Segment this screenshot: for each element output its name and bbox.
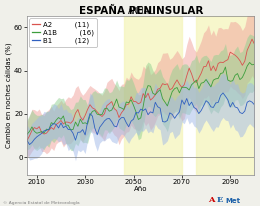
Text: ANUAL: ANUAL	[128, 7, 154, 16]
Title: ESPAÑA PENINSULAR: ESPAÑA PENINSULAR	[79, 6, 203, 16]
Bar	[124, 16, 182, 175]
X-axis label: Año: Año	[134, 186, 147, 192]
Text: E: E	[217, 196, 224, 204]
Text: © Agencia Estatal de Meteorología: © Agencia Estatal de Meteorología	[3, 201, 79, 205]
Text: Met: Met	[225, 198, 240, 204]
Text: A: A	[208, 196, 214, 204]
Y-axis label: Cambio en noches cálidas (%): Cambio en noches cálidas (%)	[5, 43, 12, 148]
Legend: A2          (11), A1B          (16), B1          (12): A2 (11), A1B (16), B1 (12)	[29, 19, 97, 47]
Bar	[196, 16, 255, 175]
